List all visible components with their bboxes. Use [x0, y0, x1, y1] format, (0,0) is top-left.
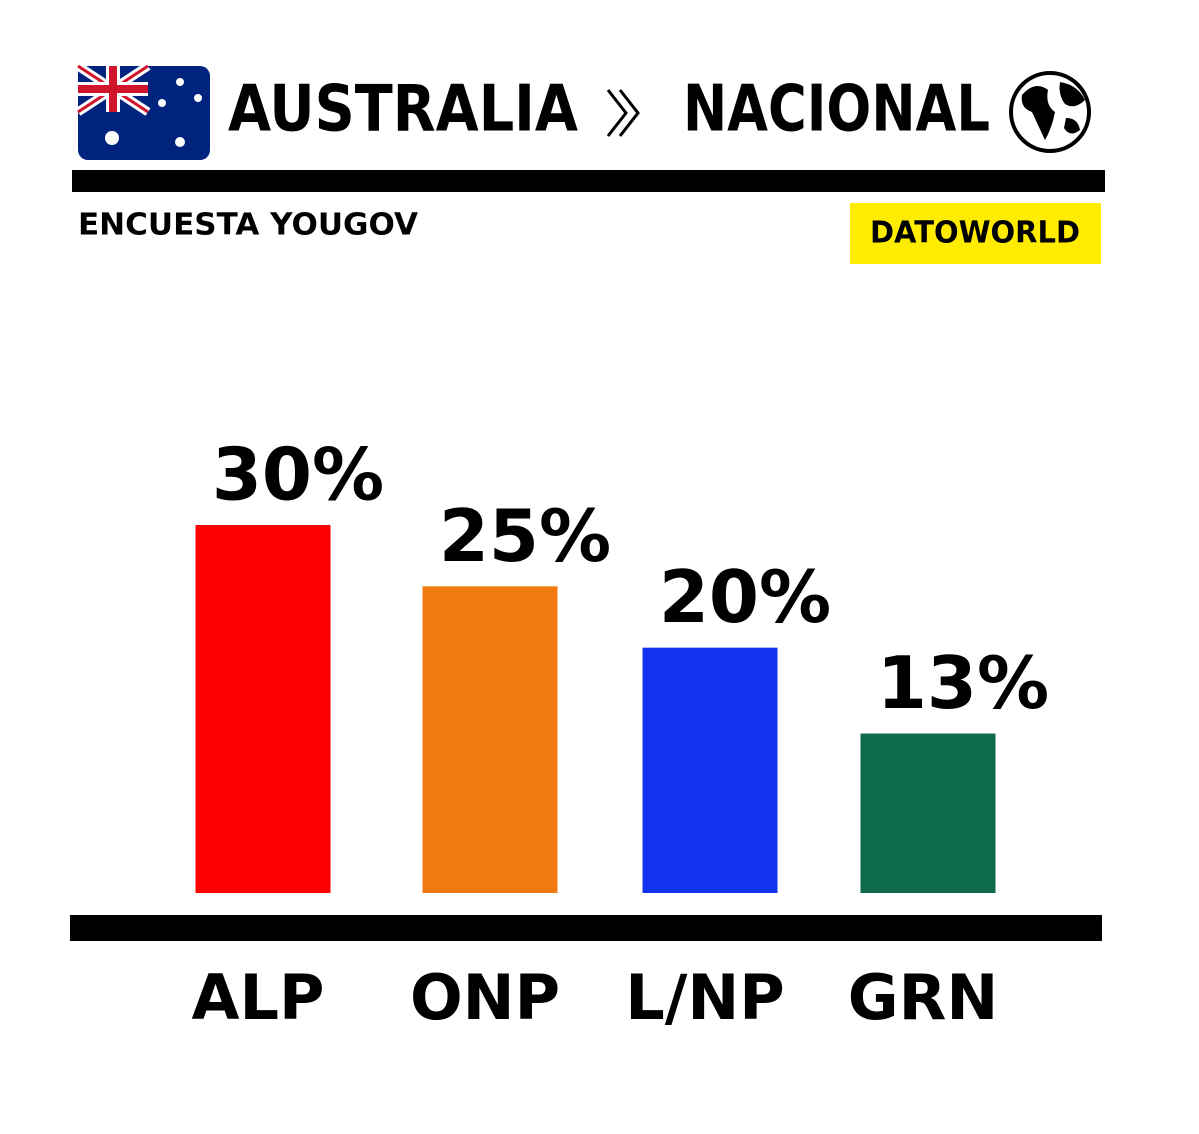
chart-title: AUSTRALIA — [228, 73, 578, 147]
value-label: 30% — [212, 433, 384, 517]
bar — [860, 733, 996, 893]
source: DATOWORLD — [870, 216, 1080, 251]
bar — [422, 586, 558, 893]
globe — [1009, 71, 1091, 153]
source-badge — [850, 203, 1101, 264]
region-title: NACIONAL — [683, 73, 990, 147]
flag — [75, 62, 210, 160]
x-tick-label: L/NP — [625, 961, 784, 1034]
baseline-rule — [70, 915, 1102, 941]
value-label: 20% — [659, 555, 831, 639]
value-label: 13% — [877, 641, 1049, 725]
x-tick-label: ALP — [192, 961, 325, 1034]
bar — [642, 647, 778, 893]
separator — [606, 89, 640, 137]
x-tick-label: ONP — [410, 961, 560, 1034]
value-label: 25% — [439, 494, 611, 578]
subtitle: ENCUESTA YOUGOV — [78, 208, 419, 243]
x-tick-label: GRN — [848, 961, 999, 1034]
header-rule — [72, 170, 1105, 192]
bar — [195, 525, 331, 893]
